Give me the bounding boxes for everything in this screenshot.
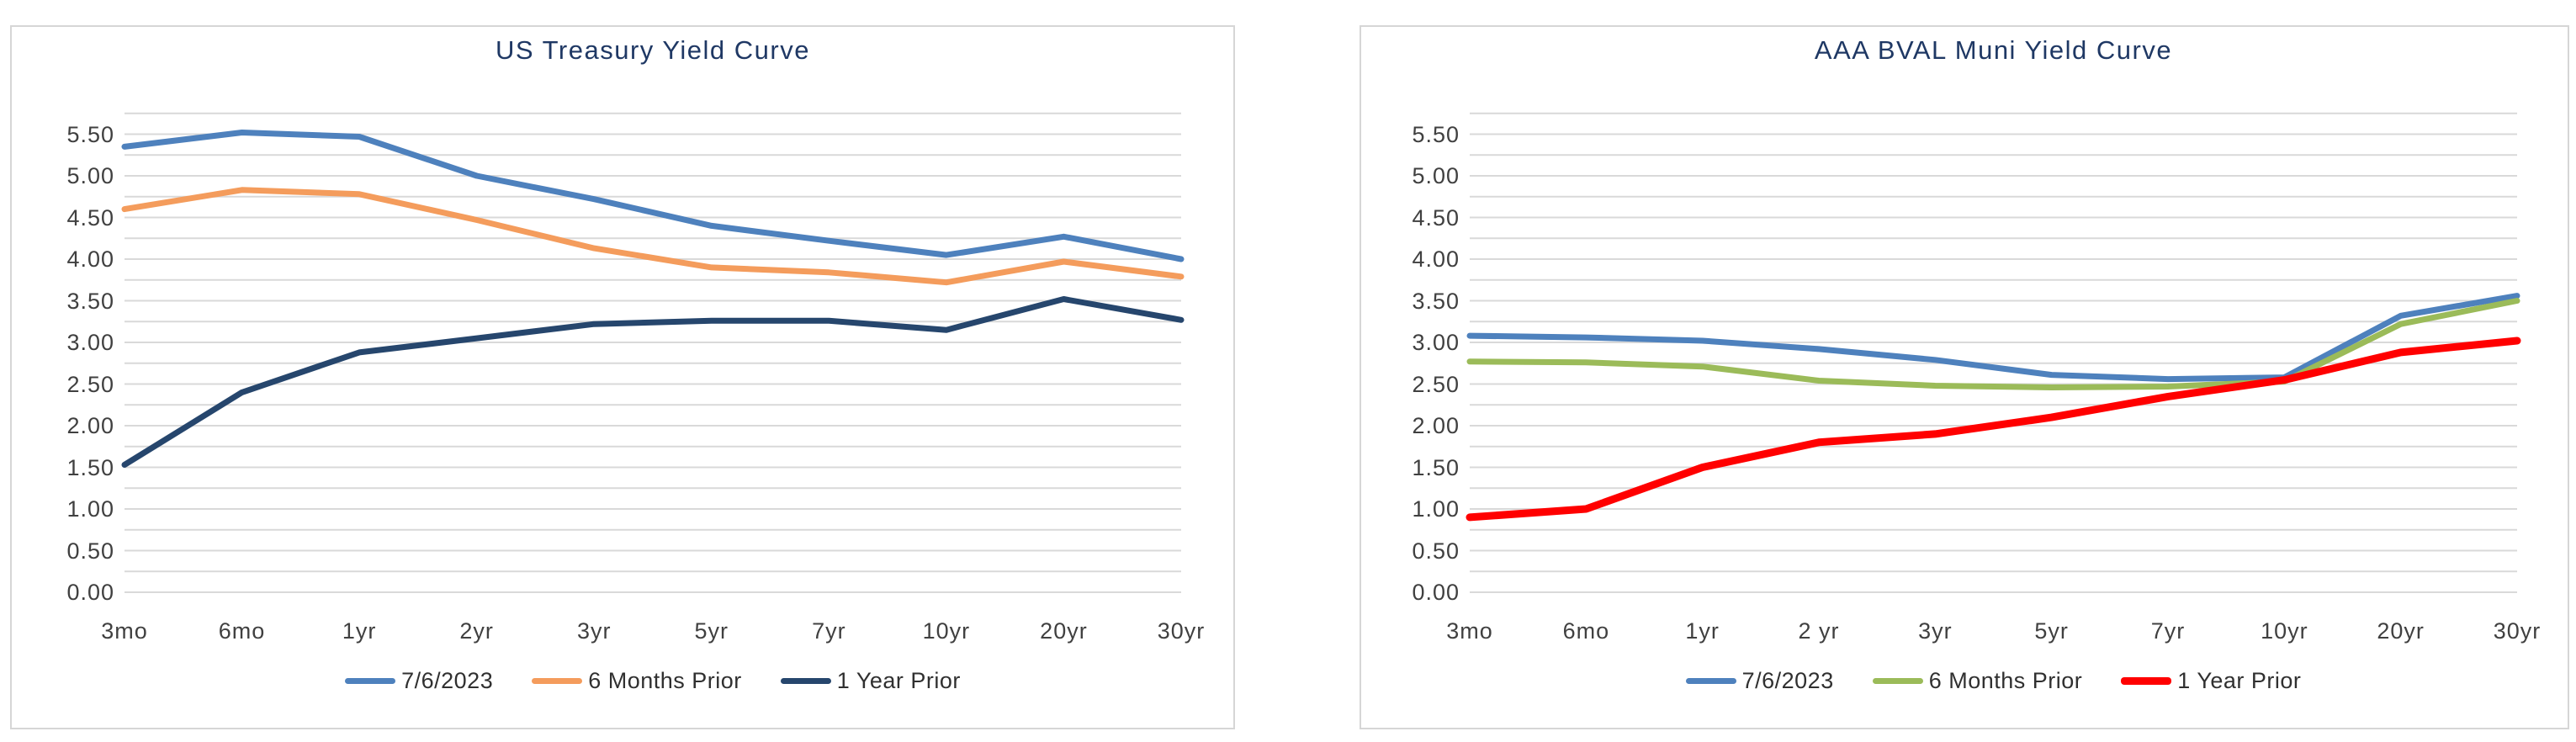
y-axis-tick-label: 1.00 [1412, 496, 1460, 522]
legend-item-6-months-prior: 6 Months Prior [1872, 667, 2083, 694]
x-axis-category-label: 2 yr [1798, 618, 1840, 644]
y-axis-tick-label: 0.00 [66, 580, 114, 605]
x-axis-category-label: 2yr [459, 618, 494, 644]
y-axis-tick-label: 4.50 [1412, 204, 1460, 231]
x-axis-category-label: 20yr [2377, 618, 2425, 644]
y-axis-tick-label: 2.00 [1412, 413, 1460, 438]
legend-item-1-year-prior: 1 Year Prior [2121, 668, 2301, 694]
y-axis-tick-label: 0.50 [1412, 538, 1460, 564]
plot-area [121, 112, 1185, 593]
legend-line-swatch-icon [1872, 677, 1923, 684]
x-axis-category-label: 6mo [1562, 618, 1610, 644]
x-axis-category-label: 10yr [2261, 618, 2308, 644]
y-axis-tick-label: 5.00 [1412, 163, 1460, 188]
y-axis-tick-label: 2.00 [66, 413, 114, 438]
x-axis-category-label: 1yr [342, 618, 377, 644]
x-axis-category-label: 10yr [922, 618, 971, 644]
x-axis-category-label: 3yr [1918, 618, 1953, 644]
x-axis-category-label: 3yr [576, 618, 612, 644]
legend-label: 6 Months Prior [588, 667, 742, 693]
legend: 7/6/2023 6 Months Prior 1 Year Prior [1470, 666, 2517, 695]
y-axis-tick-label: 4.00 [1412, 246, 1460, 272]
x-axis-category-label: 5yr [2034, 618, 2069, 644]
x-axis-category-label: 7yr [812, 618, 846, 644]
legend-line-swatch-icon [2121, 676, 2172, 685]
series-line-6-months-prior [1466, 298, 2520, 390]
y-axis-tick-label: 4.50 [66, 204, 114, 231]
chart-title: US Treasury Yield Curve [496, 35, 810, 65]
legend: 7/6/2023 6 Months Prior 1 Year Prior [125, 666, 1181, 695]
series-line-6-months-prior [121, 187, 1185, 286]
legend-item-7-6-2023: 7/6/2023 [345, 668, 493, 694]
series-line-7-6-2023 [1466, 293, 2520, 383]
x-axis-category-label: 30yr [1157, 618, 1206, 644]
treasury-chart-panel: US Treasury Yield Curve 3mo 6mo 1yr 2yr 3yr 5… [10, 25, 1235, 729]
x-axis-category-label: 6mo [218, 618, 266, 644]
y-axis-tick-label: 1.50 [1412, 454, 1460, 480]
x-axis-category-label: 1yr [1685, 618, 1720, 644]
legend-label: 7/6/2023 [401, 667, 494, 693]
legend-label: 1 Year Prior [2177, 667, 2302, 693]
legend-line-swatch-icon [345, 677, 396, 684]
y-axis-tick-label: 3.50 [1412, 288, 1460, 314]
legend-label: 6 Months Prior [1928, 667, 2083, 693]
series-line-1-year-prior [121, 296, 1185, 468]
y-axis-tick-label: 5.00 [66, 163, 114, 188]
y-axis-tick-label: 1.50 [66, 454, 114, 480]
x-axis-category-label: 3mo [1446, 618, 1493, 644]
legend-item-1-year-prior: 1 Year Prior [780, 667, 961, 694]
legend-item-7-6-2023: 7/6/2023 [1685, 667, 1834, 694]
y-axis-tick-label: 3.50 [66, 288, 114, 314]
y-axis-tick-label: 2.50 [66, 371, 114, 397]
y-axis-tick-label: 4.00 [66, 246, 114, 272]
legend-label: 1 Year Prior [836, 667, 961, 693]
x-axis-category-label: 3mo [101, 618, 148, 644]
y-axis-tick-label: 0.00 [1412, 580, 1460, 605]
y-axis-tick-label: 2.50 [1412, 371, 1460, 397]
legend-label: 7/6/2023 [1741, 667, 1834, 693]
plot-area [1466, 112, 2521, 593]
muni-chart-panel: AAA BVAL Muni Yield Curve 3mo 6mo 1yr 2 yr 3… [1360, 25, 2569, 729]
x-axis-category-label: 30yr [2493, 618, 2542, 644]
legend-line-swatch-icon [1685, 677, 1736, 684]
y-axis-tick-label: 5.50 [66, 121, 114, 147]
x-axis-category-label: 20yr [1040, 618, 1088, 644]
x-axis-category-label: 7yr [2150, 618, 2186, 644]
y-axis-tick-label: 0.50 [66, 538, 114, 564]
legend-line-swatch-icon [780, 677, 831, 684]
y-axis-tick-label: 5.50 [1412, 121, 1460, 147]
y-axis-tick-label: 3.00 [66, 330, 114, 355]
series-line-7-6-2023 [121, 130, 1185, 262]
y-axis-tick-label: 1.00 [66, 496, 114, 522]
x-axis-category-label: 5yr [694, 618, 729, 644]
legend-item-6-months-prior: 6 Months Prior [532, 668, 742, 694]
y-axis-tick-label: 3.00 [1412, 330, 1460, 355]
series-line-1-year-prior [1466, 337, 2521, 522]
legend-line-swatch-icon [532, 677, 583, 684]
chart-title: AAA BVAL Muni Yield Curve [1814, 35, 2173, 65]
